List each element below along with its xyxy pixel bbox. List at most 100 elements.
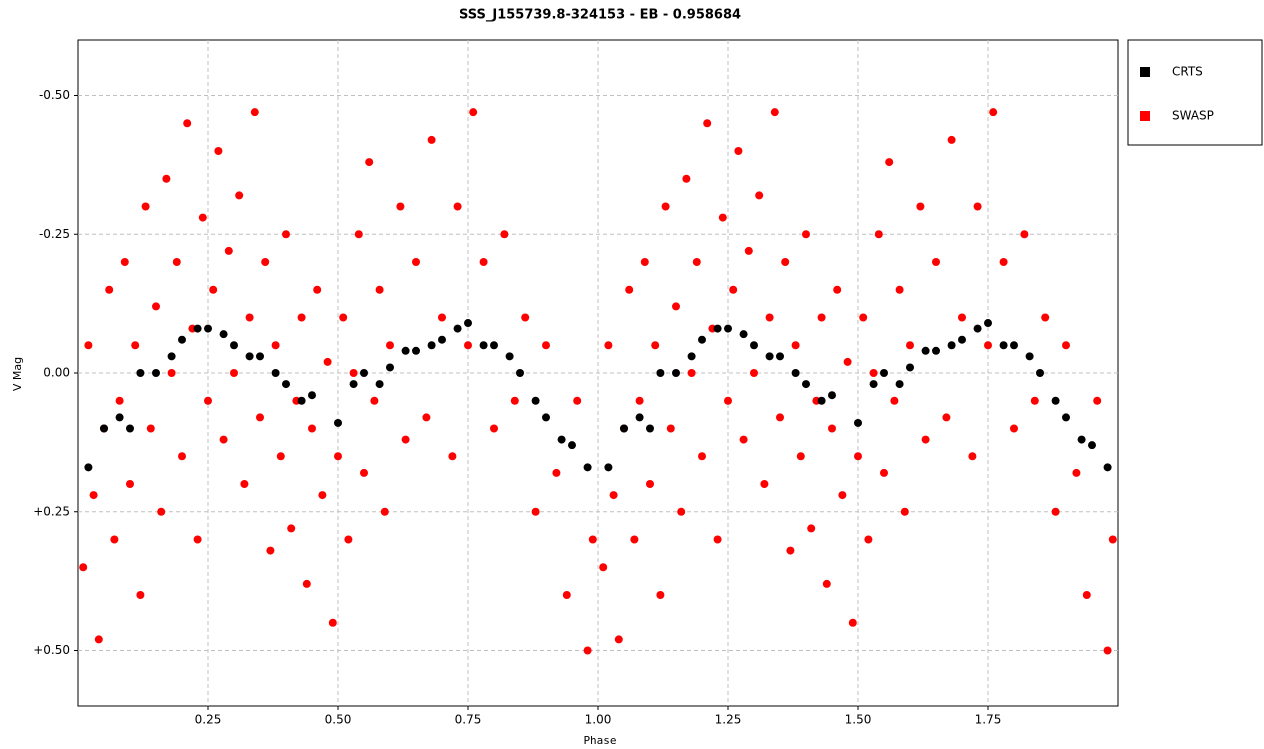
point	[261, 258, 270, 266]
grid	[78, 40, 1118, 706]
point	[1062, 413, 1070, 422]
point	[209, 285, 218, 294]
point	[245, 313, 254, 322]
point	[786, 546, 795, 555]
point	[84, 463, 93, 472]
point	[776, 413, 784, 422]
point	[354, 230, 363, 239]
x-tick-label: 1.50	[845, 713, 872, 727]
point	[453, 324, 462, 333]
point	[989, 108, 998, 117]
point	[557, 435, 566, 444]
point	[427, 341, 436, 350]
point	[1010, 424, 1018, 433]
point	[661, 202, 670, 211]
point	[984, 319, 992, 328]
point	[510, 396, 519, 405]
point	[828, 391, 836, 400]
point	[412, 258, 420, 266]
point	[1082, 591, 1091, 599]
point	[162, 174, 171, 183]
point	[339, 313, 348, 322]
point	[750, 369, 758, 377]
point	[640, 258, 649, 266]
point	[588, 535, 597, 544]
point	[235, 191, 244, 200]
point	[245, 352, 254, 361]
x-tick-label: 1.75	[975, 713, 1002, 727]
point	[308, 424, 316, 433]
point	[542, 413, 550, 422]
point	[874, 230, 883, 239]
point	[521, 313, 530, 322]
point	[115, 413, 124, 422]
point	[906, 363, 914, 372]
point	[126, 480, 134, 488]
point	[334, 418, 342, 427]
point	[365, 158, 374, 167]
point	[120, 258, 129, 266]
point	[297, 396, 306, 405]
point	[562, 591, 571, 599]
point	[744, 246, 753, 255]
point	[817, 313, 826, 322]
chart-title: SSS_J155739.8-324153 - EB - 0.958684	[459, 8, 741, 23]
point	[141, 202, 150, 211]
point	[271, 341, 280, 350]
point	[1036, 369, 1044, 377]
point	[932, 346, 940, 355]
point	[713, 324, 722, 333]
point	[542, 341, 550, 350]
point	[214, 147, 223, 155]
point	[380, 507, 389, 516]
point	[900, 507, 909, 516]
point	[1051, 396, 1060, 405]
point	[828, 424, 836, 433]
point	[932, 258, 940, 266]
point	[1041, 313, 1050, 322]
point	[656, 369, 665, 377]
point	[620, 424, 628, 433]
point	[791, 341, 800, 350]
point	[479, 341, 488, 350]
point	[698, 452, 706, 461]
point	[230, 369, 238, 377]
point	[230, 341, 238, 350]
point	[490, 341, 498, 350]
point	[516, 369, 524, 377]
x-tick-label: 1.00	[585, 713, 612, 727]
point	[198, 213, 207, 222]
point	[479, 258, 488, 266]
point	[796, 452, 805, 461]
point	[490, 424, 498, 433]
x-axis-label: Phase	[583, 734, 616, 747]
y-tick-label: 0.00	[43, 366, 70, 380]
point	[958, 335, 966, 344]
point	[1072, 468, 1081, 477]
point	[412, 346, 420, 355]
point	[448, 452, 457, 461]
legend-label: CRTS	[1172, 65, 1203, 79]
point	[219, 435, 228, 444]
point	[895, 285, 904, 294]
point	[687, 369, 696, 377]
point	[266, 546, 275, 555]
legend-marker	[1140, 67, 1150, 77]
point	[942, 413, 951, 422]
point	[687, 352, 696, 361]
point	[401, 346, 410, 355]
point	[666, 424, 675, 433]
point	[136, 369, 145, 377]
point	[328, 618, 337, 627]
point	[1062, 341, 1070, 350]
point	[672, 369, 680, 377]
point	[183, 119, 192, 128]
legend-entries: CRTS SWASP	[1140, 65, 1214, 123]
point	[464, 319, 472, 328]
point	[625, 285, 634, 294]
point	[500, 230, 509, 239]
point	[136, 591, 145, 599]
point	[833, 285, 842, 294]
point	[755, 191, 764, 200]
